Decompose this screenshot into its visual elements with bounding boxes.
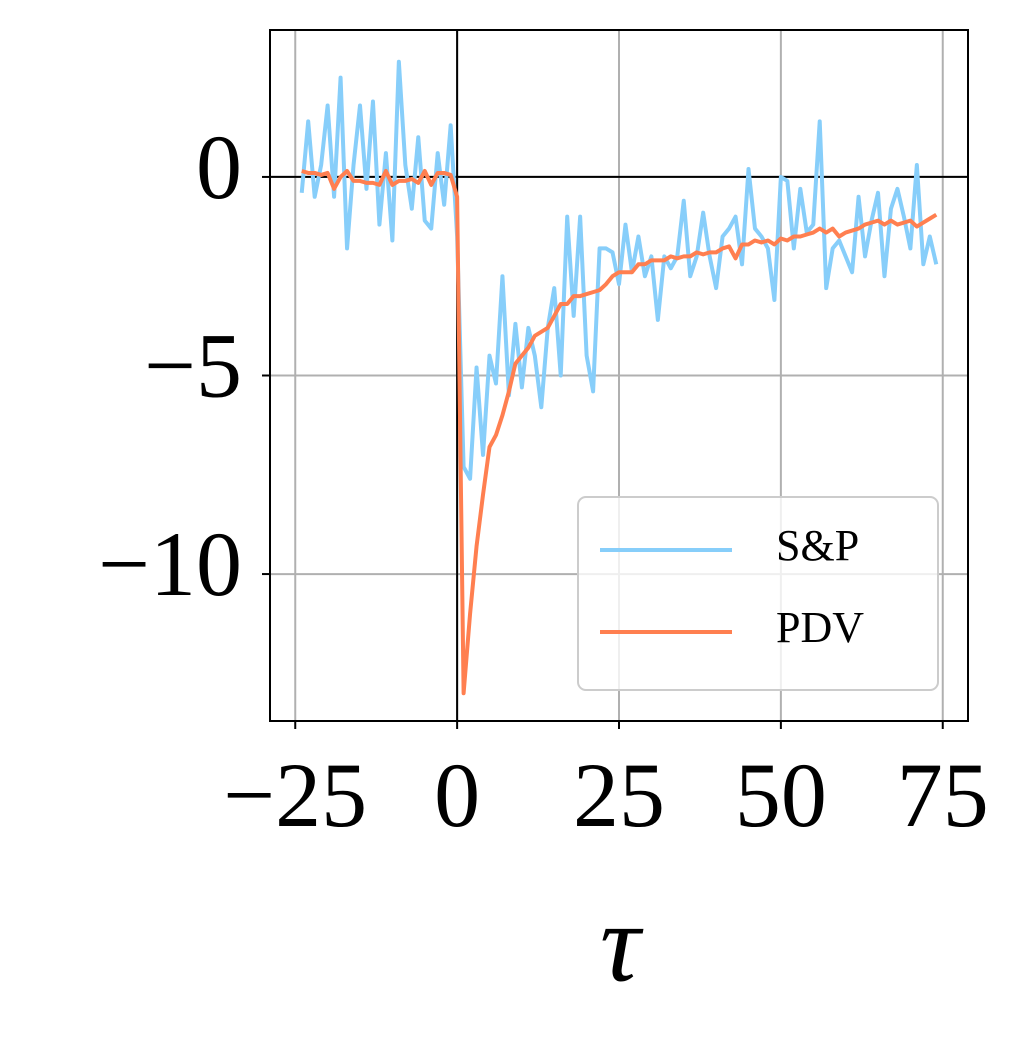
x-tick-label: 0 — [434, 744, 480, 846]
x-tick-label: 75 — [897, 744, 989, 846]
x-axis-label: τ — [600, 882, 644, 1006]
legend-label: PDV — [776, 603, 864, 652]
y-tick-label: −10 — [98, 513, 242, 615]
x-tick-label: 50 — [735, 744, 827, 846]
y-tick-label: 0 — [196, 116, 242, 218]
legend-label: S&P — [776, 521, 859, 570]
plot-frame — [269, 29, 969, 722]
line-series — [301, 168, 938, 696]
x-tick-label: −25 — [223, 744, 367, 846]
x-tick-label: 25 — [573, 744, 665, 846]
legend-box — [577, 496, 939, 691]
y-tick-label: −5 — [144, 315, 242, 417]
